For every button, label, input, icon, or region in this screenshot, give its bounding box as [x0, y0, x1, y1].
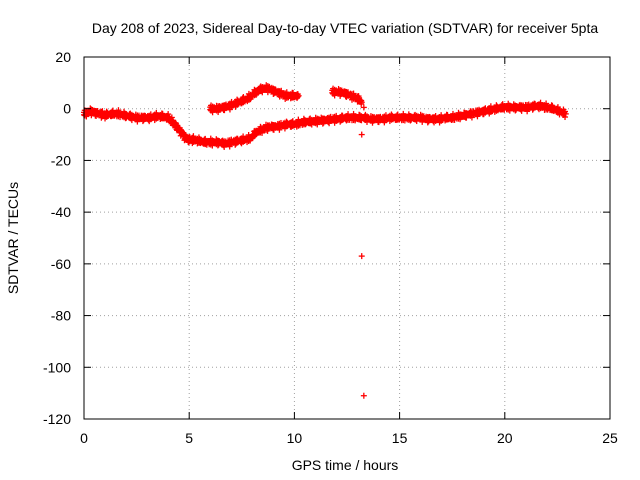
- series-main-trace: [81, 99, 569, 150]
- y-tick-label: -20: [51, 152, 71, 168]
- y-tick-label: -80: [51, 308, 71, 324]
- x-tick-label: 25: [602, 430, 618, 446]
- y-tick-label: -40: [51, 204, 71, 220]
- y-tick-label: -100: [43, 359, 71, 375]
- x-tick-label: 15: [392, 430, 408, 446]
- x-tick-label: 5: [185, 430, 193, 446]
- outlier-point: [358, 253, 365, 260]
- data-point: [350, 90, 357, 97]
- data-point: [295, 92, 302, 99]
- y-tick-label: -60: [51, 256, 71, 272]
- series-outliers: [358, 104, 367, 399]
- series-second-arc: [329, 85, 365, 107]
- data-point: [294, 93, 301, 100]
- tick-layer: [83, 56, 611, 420]
- plot-frame: [83, 56, 611, 420]
- y-axis-label: SDTVAR / TECUs: [5, 182, 21, 294]
- data-point: [358, 99, 365, 106]
- chart-title: Day 208 of 2023, Sidereal Day-to-day VTE…: [92, 20, 599, 36]
- y-tick-label: 0: [63, 101, 71, 117]
- y-tick-label: -120: [43, 411, 71, 427]
- x-axis-label: GPS time / hours: [292, 457, 399, 473]
- tick-label-layer: 0 5 10 15 20 25 20 0 -20 -40 -60 -80 -100 -120: [43, 49, 618, 446]
- x-tick-label: 0: [80, 430, 88, 446]
- y-tick-label: 20: [55, 49, 71, 65]
- data-layer: [81, 82, 569, 399]
- data-point: [562, 110, 569, 117]
- outlier-point: [360, 392, 367, 399]
- series-upper-arc: [207, 82, 302, 116]
- outlier-point: [360, 104, 367, 111]
- data-point: [562, 114, 569, 121]
- outlier-point: [358, 131, 365, 138]
- x-tick-label: 10: [287, 430, 303, 446]
- x-tick-label: 20: [497, 430, 513, 446]
